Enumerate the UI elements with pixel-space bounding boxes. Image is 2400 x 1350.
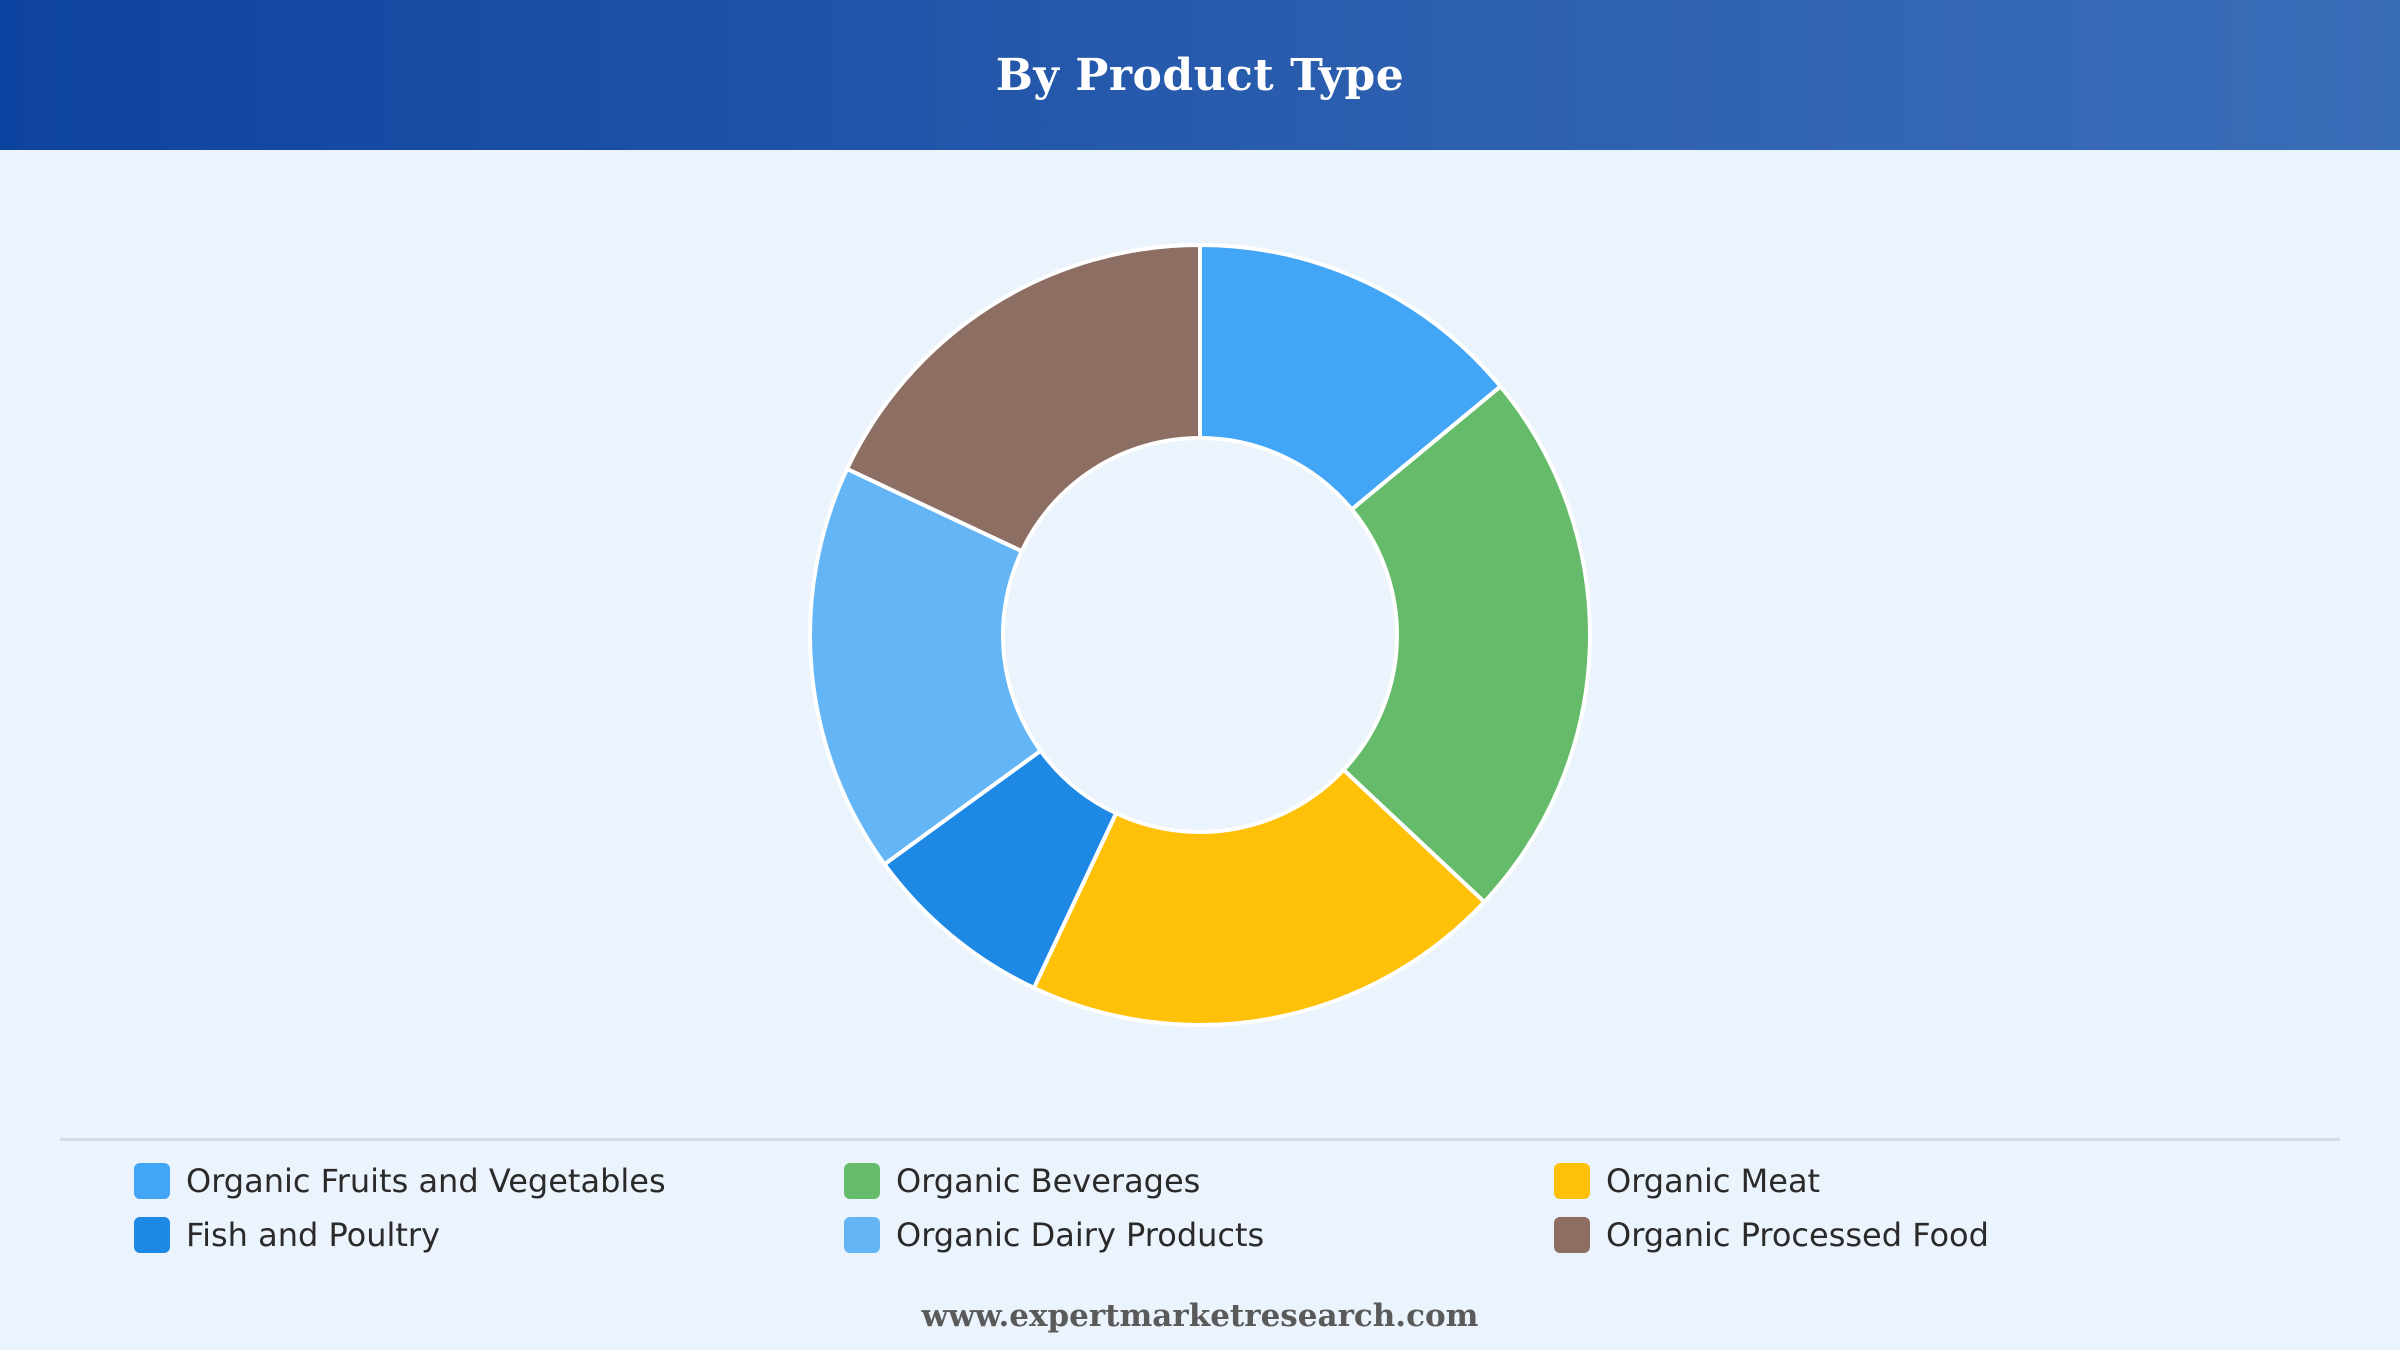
legend-item-organic-fruits-and-vegetables[interactable]: Organic Fruits and Vegetables xyxy=(134,1154,666,1208)
chart-title: By Product Type xyxy=(995,49,1405,101)
legend-label: Organic Fruits and Vegetables xyxy=(186,1162,666,1200)
legend-label: Organic Beverages xyxy=(896,1162,1201,1200)
legend-item-fish-and-poultry[interactable]: Fish and Poultry xyxy=(134,1208,440,1262)
donut-slice-organic-beverages[interactable] xyxy=(1341,384,1592,904)
donut-slice-organic-meat[interactable] xyxy=(1031,767,1487,1027)
legend-swatch xyxy=(134,1217,170,1253)
legend-label: Organic Meat xyxy=(1606,1162,1821,1200)
legend-swatch xyxy=(1554,1217,1590,1253)
donut-slice-organic-dairy-products[interactable] xyxy=(808,466,1043,867)
legend-swatch xyxy=(1554,1163,1590,1199)
legend-item-organic-beverages[interactable]: Organic Beverages xyxy=(844,1154,1200,1208)
source-website: www.expertmarketresearch.com xyxy=(921,1298,1479,1334)
legend-item-organic-meat[interactable]: Organic Meat xyxy=(1554,1154,1820,1208)
chart-header: By Product Type xyxy=(0,0,2400,150)
donut-slice-organic-processed-food[interactable] xyxy=(845,243,1202,554)
legend-swatch xyxy=(844,1163,880,1199)
legend-divider xyxy=(60,1138,2340,1141)
legend-item-organic-processed-food[interactable]: Organic Processed Food xyxy=(1554,1208,1989,1262)
legend-swatch xyxy=(844,1217,880,1253)
legend-label: Fish and Poultry xyxy=(186,1216,441,1254)
legend-label: Organic Processed Food xyxy=(1606,1216,1989,1254)
donut-slice-organic-fruits-and-vegetables[interactable] xyxy=(1198,243,1503,512)
legend-label: Organic Dairy Products xyxy=(896,1216,1265,1254)
legend-item-organic-dairy-products[interactable]: Organic Dairy Products xyxy=(844,1208,1264,1262)
donut-chart xyxy=(808,243,1592,1027)
legend-swatch xyxy=(134,1163,170,1199)
